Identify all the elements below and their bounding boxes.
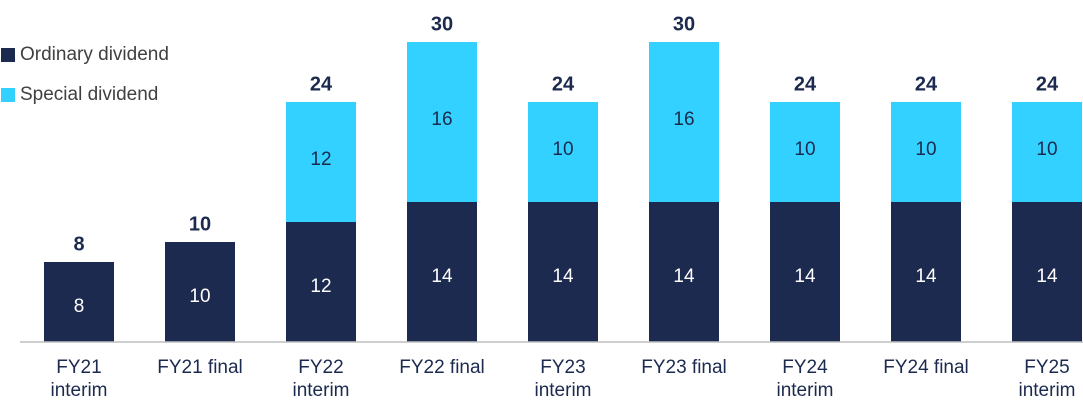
segment-label: 14 [552,266,574,287]
segment-label: 16 [673,109,694,130]
x-tick-label: FY23 final [641,357,727,378]
bar-segment [286,102,356,222]
x-tick-label: FY24 final [883,357,969,378]
bar-segment [649,42,719,202]
segment-label: 14 [431,266,453,287]
x-tick-label: FY23 interim [534,357,592,401]
bar-segment [770,102,840,202]
total-label: 30 [673,13,695,35]
bar-segment [407,42,477,202]
segment-label: 8 [74,296,85,317]
total-label: 8 [73,233,84,255]
bar-segment [891,102,961,202]
bar-segment [649,202,719,342]
bar-segment [528,102,598,202]
total-label: 24 [552,73,575,95]
bar-segment [407,202,477,342]
segment-label: 12 [310,276,331,297]
segment-label: 14 [673,266,695,287]
total-label: 24 [794,73,817,95]
segment-label: 14 [1036,266,1058,287]
total-label: 24 [1036,73,1059,95]
bar-segment [44,262,114,342]
segment-label: 12 [310,149,331,170]
legend-swatch [1,48,15,62]
segment-label: 14 [915,266,937,287]
segment-label: 10 [794,139,815,160]
segment-label: 14 [794,266,816,287]
bar-segment [891,202,961,342]
x-tick-label: FY24 interim [776,357,834,401]
total-label: 24 [310,73,333,95]
bar-segment [770,202,840,342]
segment-label: 10 [552,139,573,160]
legend-label: Ordinary dividend [20,44,169,65]
x-tick-label: FY21 final [157,357,243,378]
bar-segment [1012,102,1082,202]
segment-label: 10 [915,139,936,160]
x-tick-label: FY22 final [399,357,485,378]
bar-segment [1012,202,1082,342]
total-label: 10 [189,213,211,235]
x-tick-label: FY22 interim [292,357,350,401]
legend-swatch [1,88,15,102]
bar-segment [528,202,598,342]
bar-segment [286,222,356,342]
legend-label: Special dividend [20,84,158,105]
segment-label: 10 [1036,139,1057,160]
total-label: 30 [431,13,453,35]
bar-segment [165,242,235,342]
segment-label: 10 [189,286,210,307]
segment-label: 16 [431,109,452,130]
total-label: 24 [915,73,938,95]
x-tick-label: FY25 interim [1018,357,1076,401]
x-tick-label: FY21 interim [50,357,108,401]
